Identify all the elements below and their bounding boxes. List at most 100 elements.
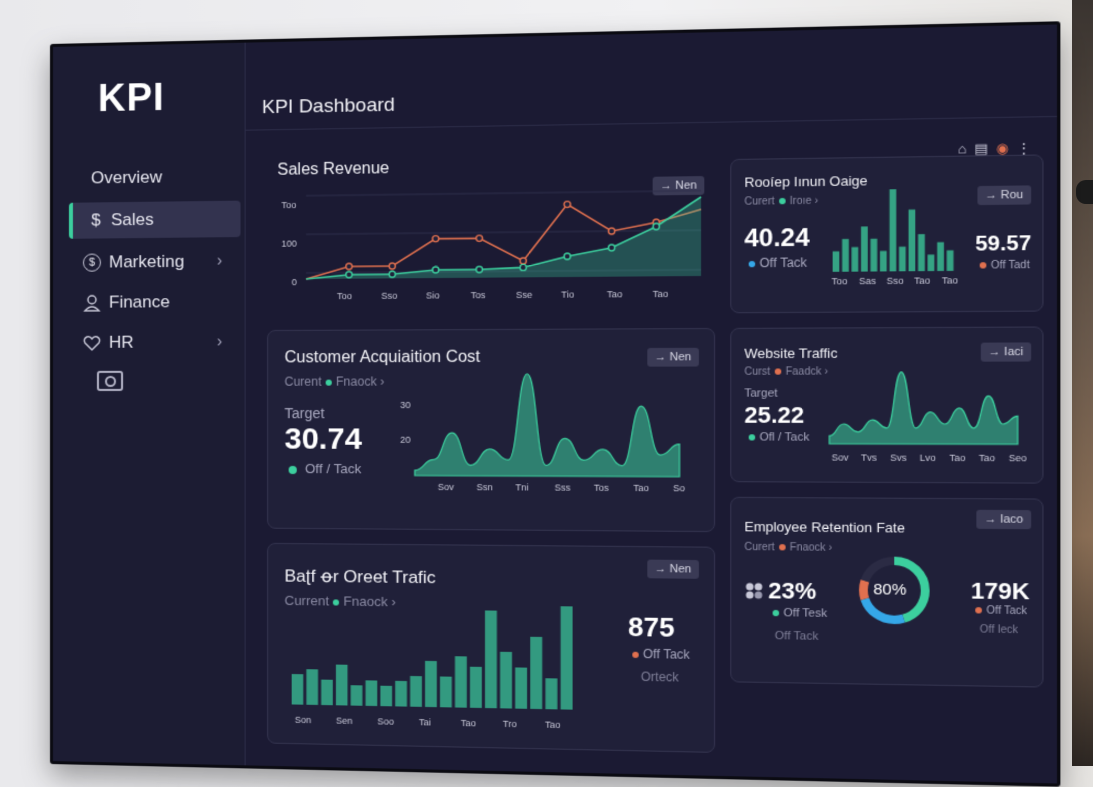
area-series [829, 372, 1017, 445]
traffic-bar-card: Baʈf ꝋr Oreet Trafic → Nen Current Fnaock… [267, 543, 715, 753]
bar [336, 665, 348, 706]
x-tick-label: Lvo [920, 453, 936, 464]
status-label: Off Tadt [975, 260, 1029, 272]
bar [880, 251, 887, 272]
divider [245, 116, 1057, 131]
bar [365, 680, 377, 706]
roi-nav-button[interactable]: → Rou [977, 185, 1031, 205]
heart-icon [83, 334, 101, 352]
bar [425, 661, 437, 707]
bar [500, 652, 512, 709]
sidebar-item-finance[interactable]: Finance [69, 284, 236, 321]
bar [380, 686, 392, 707]
bar [928, 255, 935, 272]
data-point [433, 267, 439, 273]
sidebar-item-label: Overview [91, 167, 162, 188]
y-tick-label: 100 [281, 238, 296, 248]
web-area-chart [829, 359, 1017, 444]
x-tick-label: Tao [545, 719, 560, 730]
dollar-icon: $ [81, 210, 111, 230]
sidebar-item-marketing[interactable]: $ Marketing › [69, 243, 236, 281]
card-subtitle: Curst Faadck › [744, 366, 828, 378]
x-tick-label: So [673, 483, 685, 493]
sidebar-item-label: Finance [109, 292, 170, 312]
sidebar-item-label: HR [109, 333, 134, 353]
roi-value-left: 40.24 [744, 224, 809, 254]
x-tick-label: Tao [914, 275, 930, 286]
home-icon[interactable]: ⌂ [958, 141, 975, 157]
x-tick-label: Tao [942, 275, 958, 286]
x-tick-label: Ssn [476, 482, 492, 492]
x-tick-label: Sen [336, 715, 353, 726]
x-tick-label: Soo [377, 716, 394, 727]
bar [306, 669, 318, 705]
bar [395, 681, 407, 707]
bar [485, 610, 497, 708]
website-traffic-card: Website Traffic → Iaci Curst Faadck › Tar… [730, 326, 1043, 483]
data-point [608, 228, 614, 234]
card-subtitle: Curent Fnaock › [285, 374, 385, 388]
x-tick-label: Tao [653, 289, 669, 299]
bar [545, 678, 557, 709]
x-tick-label: Sov [438, 482, 454, 492]
card-title: Sales Revenue [277, 160, 389, 180]
sidebar-item-sales[interactable]: $ Sales [69, 201, 241, 239]
data-point [520, 258, 526, 264]
secondary-label: Off Tack [775, 630, 819, 643]
status-label: Off Tack [744, 255, 807, 270]
x-tick-label: Sas [859, 276, 876, 287]
page-title: KPI Dashboard [262, 94, 395, 119]
bar [410, 676, 422, 707]
alert-icon[interactable]: ◉ [996, 140, 1017, 156]
traffic-value: 875 [628, 611, 675, 644]
lamp [1076, 180, 1093, 204]
coin-icon: $ [83, 254, 101, 272]
roi-card: Rooíep Iınun Oaige → Rou Curert Iroıe › 4… [730, 154, 1043, 313]
sidebar-item-hr[interactable]: HR › [69, 324, 236, 361]
sidebar-item-overview[interactable]: Overview [69, 158, 236, 197]
data-point [389, 271, 395, 277]
cac-card: Customer Acquiaition Cost → Nen Curent Fn… [267, 328, 715, 532]
sidebar-item-label: Marketing [109, 252, 184, 273]
status-label: Ofl / Tack [744, 431, 809, 444]
chevron-right-icon: › [217, 333, 222, 351]
camera-icon[interactable] [97, 371, 123, 391]
bar [909, 210, 916, 272]
x-tick-label: Tao [949, 453, 965, 464]
y-tick-label: 20 [400, 435, 410, 445]
y-tick-label: 0 [292, 277, 297, 287]
dashboard-screen: KPI Overview $ Sales $ Marketing › Finan… [50, 21, 1060, 786]
x-tick-label: Tio [561, 289, 574, 299]
bar [842, 239, 849, 272]
bar [351, 685, 363, 706]
traffic-bar-chart [291, 603, 575, 710]
gridline [306, 191, 701, 196]
roi-bar-chart [832, 188, 956, 271]
data-point [346, 272, 352, 278]
x-tick-label: Sov [832, 452, 849, 463]
roi-value-right: 59.57 [975, 232, 1031, 257]
y-tick-label: Too [281, 200, 296, 210]
retention-card: Employee Retention Fate → Iaco Curert Fna… [730, 497, 1043, 688]
x-axis-labels: Sov Tvs Svs Lvo Tao Tao Seo [731, 328, 1042, 329]
target-label: Target [744, 387, 777, 400]
retention-nav-button[interactable]: → Iaco [977, 510, 1032, 529]
card-title: Employee Retention Fate [744, 519, 905, 536]
bar [470, 667, 482, 708]
x-tick-label: Tao [607, 289, 622, 299]
bar [455, 656, 467, 707]
sidebar-item-label: Sales [111, 210, 154, 231]
people-icon [744, 581, 764, 600]
person-icon [83, 294, 101, 312]
more-icon[interactable]: ⋮ [1017, 140, 1039, 156]
status-label: Off Tack [971, 605, 1027, 617]
x-tick-label: Sss [555, 482, 571, 492]
document-icon[interactable]: ▤ [975, 140, 997, 156]
bar [321, 680, 333, 706]
traffic-nav-button[interactable]: → Nen [647, 560, 699, 579]
x-tick-label: Sso [887, 275, 904, 286]
data-point [520, 264, 526, 270]
donut-center-label: 80% [873, 581, 906, 599]
status-label: Off Tack [628, 646, 690, 661]
data-point [389, 263, 395, 269]
